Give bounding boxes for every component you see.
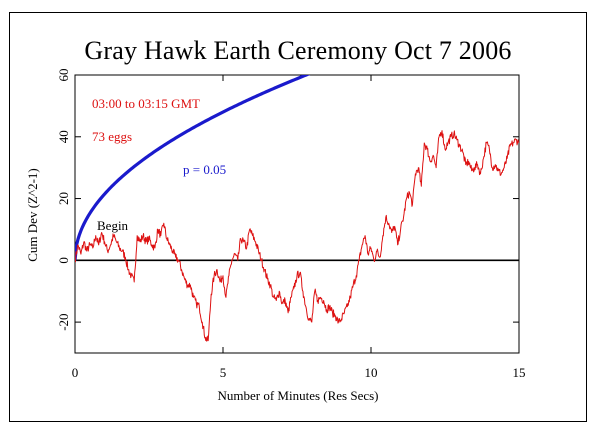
x-tick-label: 0 — [72, 365, 79, 380]
x-tick-label: 15 — [513, 365, 526, 380]
y-tick-label: -20 — [56, 313, 71, 330]
y-tick-label: 40 — [56, 130, 71, 143]
significance-envelope-line — [75, 75, 311, 261]
chart-title: Gray Hawk Earth Ceremony Oct 7 2006 — [84, 36, 512, 65]
time-range-annotation: 03:00 to 03:15 GMT — [92, 96, 200, 111]
significance-label: p = 0.05 — [183, 162, 227, 177]
x-tick-label: 10 — [365, 365, 378, 380]
plot-box — [74, 74, 520, 354]
data-series-line — [75, 130, 519, 342]
x-tick-label: 5 — [220, 365, 227, 380]
begin-marker-label: Begin — [97, 218, 129, 233]
y-tick-label: 60 — [56, 69, 71, 82]
y-tick-label: 20 — [56, 192, 71, 205]
y-tick-label: 0 — [56, 257, 71, 264]
x-axis-label: Number of Minutes (Res Secs) — [217, 388, 379, 403]
egg-count-annotation: 73 eggs — [92, 129, 133, 144]
y-axis-label: Cum Dev (Z^2-1) — [25, 168, 40, 262]
figure-border — [9, 12, 587, 422]
